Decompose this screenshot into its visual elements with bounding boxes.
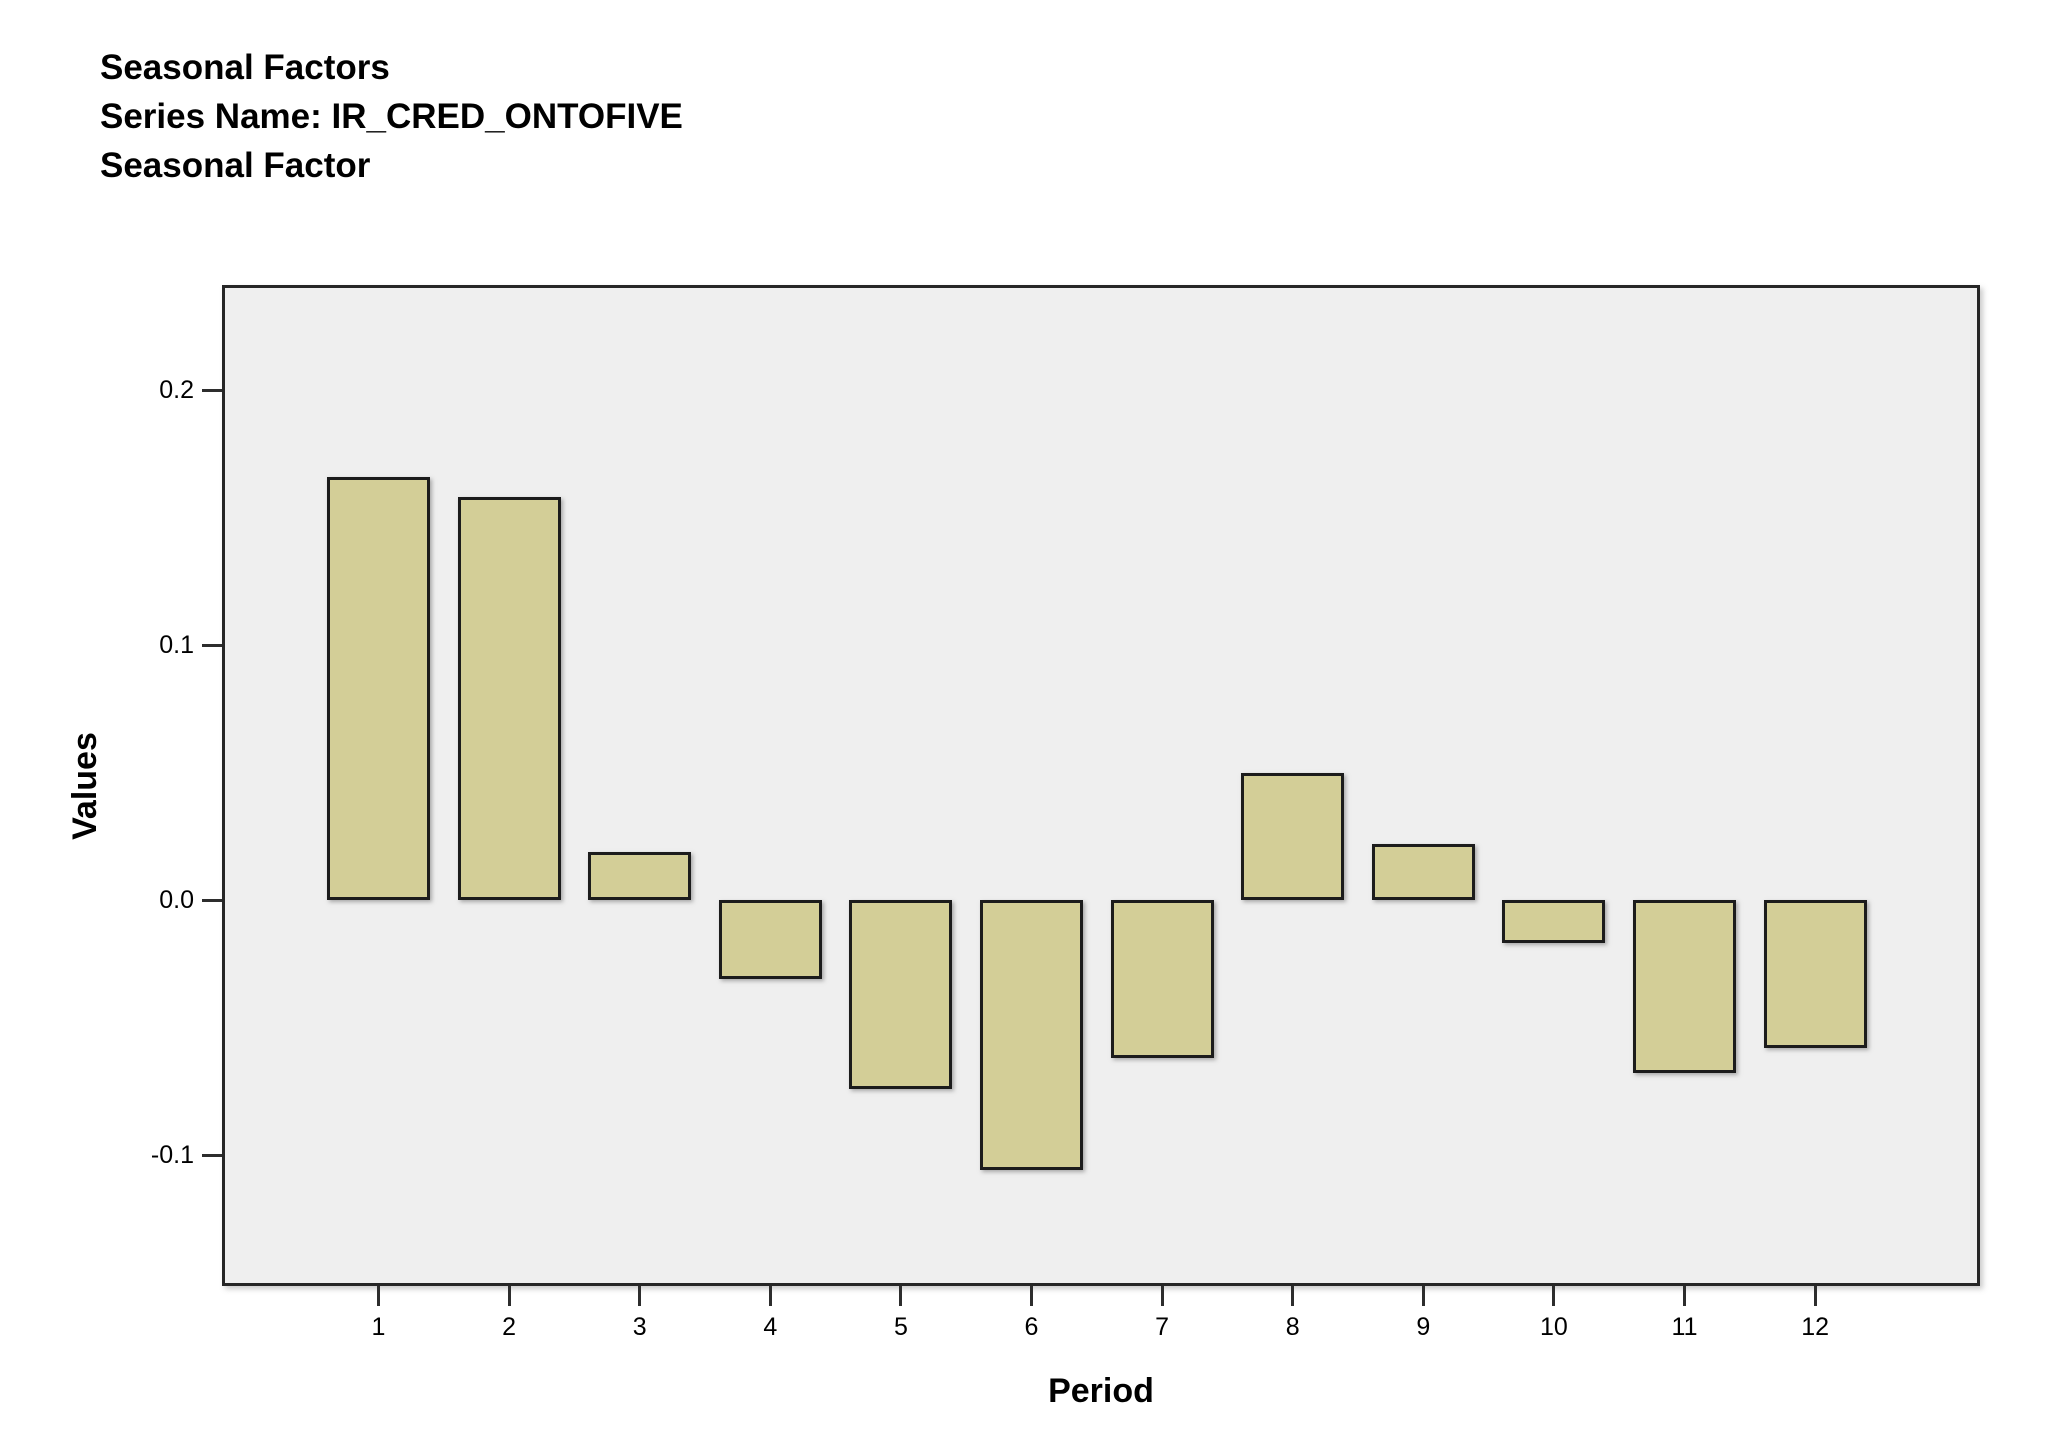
y-tick-mark-0.0 [202, 898, 222, 902]
x-tick-mark-10 [1552, 1286, 1556, 1306]
bar-period-8 [1241, 772, 1345, 900]
x-tick-label-12: 12 [1801, 1313, 1829, 1341]
x-tick-label-10: 10 [1539, 1313, 1568, 1341]
y-tick-label-0.0: 0.0 [159, 886, 194, 914]
plot-area [222, 285, 1980, 1286]
x-tick-mark-8 [1291, 1286, 1295, 1306]
x-tick-label-4: 4 [763, 1313, 778, 1341]
x-tick-mark-3 [638, 1286, 642, 1306]
y-tick-label-0.1: 0.1 [159, 631, 194, 659]
x-tick-mark-12 [1813, 1286, 1817, 1306]
x-tick-label-6: 6 [1024, 1313, 1039, 1341]
x-tick-label-11: 11 [1671, 1313, 1698, 1341]
x-tick-label-3: 3 [632, 1313, 647, 1341]
bar-period-3 [588, 851, 692, 900]
bar-period-1 [327, 476, 430, 900]
x-tick-mark-4 [768, 1286, 772, 1306]
bar-period-6 [980, 900, 1083, 1171]
x-tick-mark-2 [507, 1286, 511, 1306]
y-tick-label-0.2: 0.2 [159, 376, 194, 404]
bar-period-12 [1763, 900, 1867, 1048]
chart-subtitle-seasonal-factor: Seasonal Factor [100, 146, 371, 185]
x-tick-label-7: 7 [1155, 1313, 1170, 1341]
y-tick-mark-0.1 [202, 643, 222, 647]
x-tick-mark-11 [1683, 1286, 1686, 1306]
chart-title-block: Seasonal Factors Series Name: IR_CRED_ON… [100, 43, 683, 190]
bar-period-5 [849, 900, 953, 1089]
bar-period-11 [1633, 900, 1736, 1074]
x-tick-label-9: 9 [1416, 1313, 1431, 1341]
x-axis-title: Period [1048, 1372, 1154, 1410]
x-tick-mark-7 [1160, 1286, 1164, 1306]
chart-subtitle-series-name: Series Name: IR_CRED_ONTOFIVE [100, 97, 683, 136]
bar-period-7 [1110, 900, 1214, 1059]
x-tick-label-1: 1 [371, 1313, 386, 1341]
x-tick-label-8: 8 [1285, 1313, 1300, 1341]
y-tick-mark--0.1 [202, 1153, 222, 1157]
bar-period-4 [718, 900, 822, 980]
x-tick-label-2: 2 [502, 1313, 517, 1341]
x-tick-mark-6 [1030, 1286, 1033, 1306]
chart-title: Seasonal Factors [100, 48, 390, 87]
x-tick-mark-9 [1421, 1286, 1425, 1306]
bar-period-2 [457, 497, 561, 900]
x-tick-label-5: 5 [893, 1313, 908, 1341]
bar-period-9 [1371, 843, 1475, 900]
x-tick-mark-5 [899, 1286, 903, 1306]
y-tick-label--0.1: -0.1 [150, 1141, 194, 1169]
y-axis-title: Values [66, 732, 104, 840]
y-tick-mark-0.2 [202, 388, 222, 392]
x-tick-mark-1 [377, 1286, 380, 1306]
bar-period-10 [1502, 900, 1606, 944]
